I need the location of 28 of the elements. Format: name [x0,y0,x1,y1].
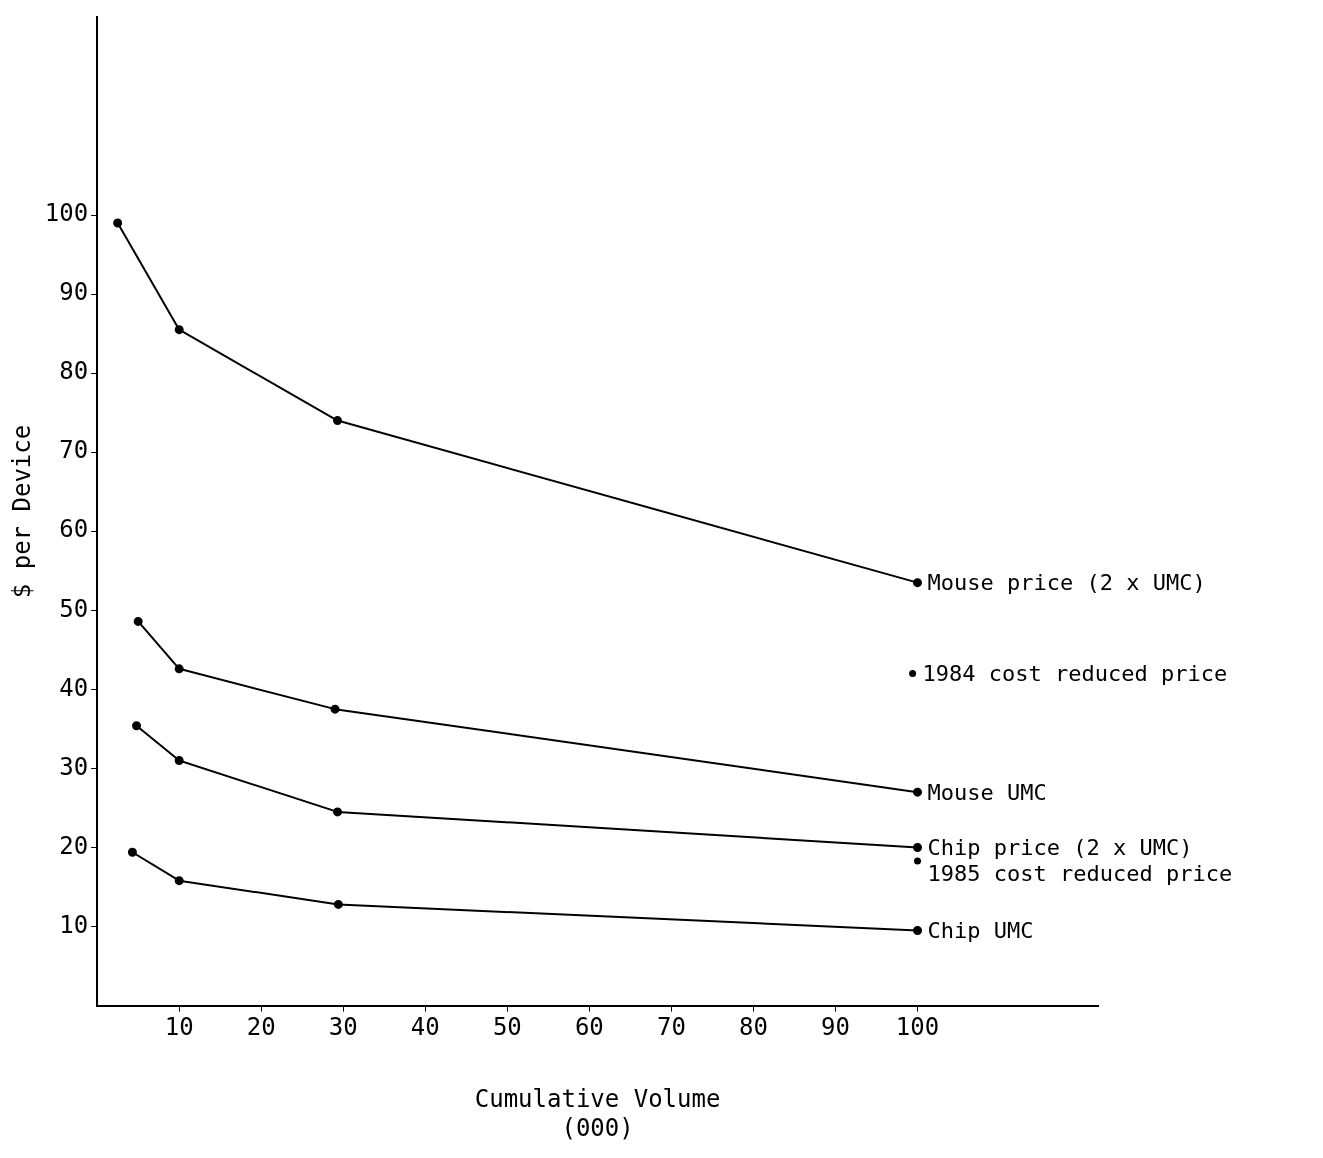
x-tick-label: 20 [246,1013,276,1042]
y-tick-label: 20 [59,831,89,860]
x-tick-label: 100 [895,1013,940,1042]
x-tick-label: 10 [164,1013,194,1042]
y-tick-label: 50 [59,594,89,623]
x-axis-title: Cumulative Volume (000) [474,1085,721,1142]
y-tick-label: 30 [59,752,89,781]
y-tick-label: 40 [59,673,89,702]
y-tick-label: 80 [59,357,89,386]
text: 1985 cost reduced price [927,861,1233,887]
series-label: Mouse UMC [927,779,1047,805]
text: 1984 cost reduced price [922,661,1228,687]
y-tick-label: 70 [59,436,89,465]
x-tick-label: 40 [410,1013,440,1042]
x-tick-label: 30 [328,1013,358,1042]
y-tick-label: 10 [59,910,89,939]
y-tick-label: 90 [59,278,89,307]
series-label: Mouse price (2 x UMC) [927,570,1206,596]
x-tick-label: 70 [656,1013,686,1042]
y-tick-label: 100 [44,199,89,228]
x-tick-label: 60 [574,1013,604,1042]
y-tick-label: 60 [59,515,89,544]
x-tick-label: 80 [738,1013,768,1042]
series-label: Chip UMC [927,918,1034,944]
series-label: Chip price (2 x UMC) [927,835,1193,861]
x-tick-label: 90 [821,1013,850,1042]
x-tick-label: 50 [492,1013,522,1042]
y-axis-title: $ per Device [7,424,36,599]
